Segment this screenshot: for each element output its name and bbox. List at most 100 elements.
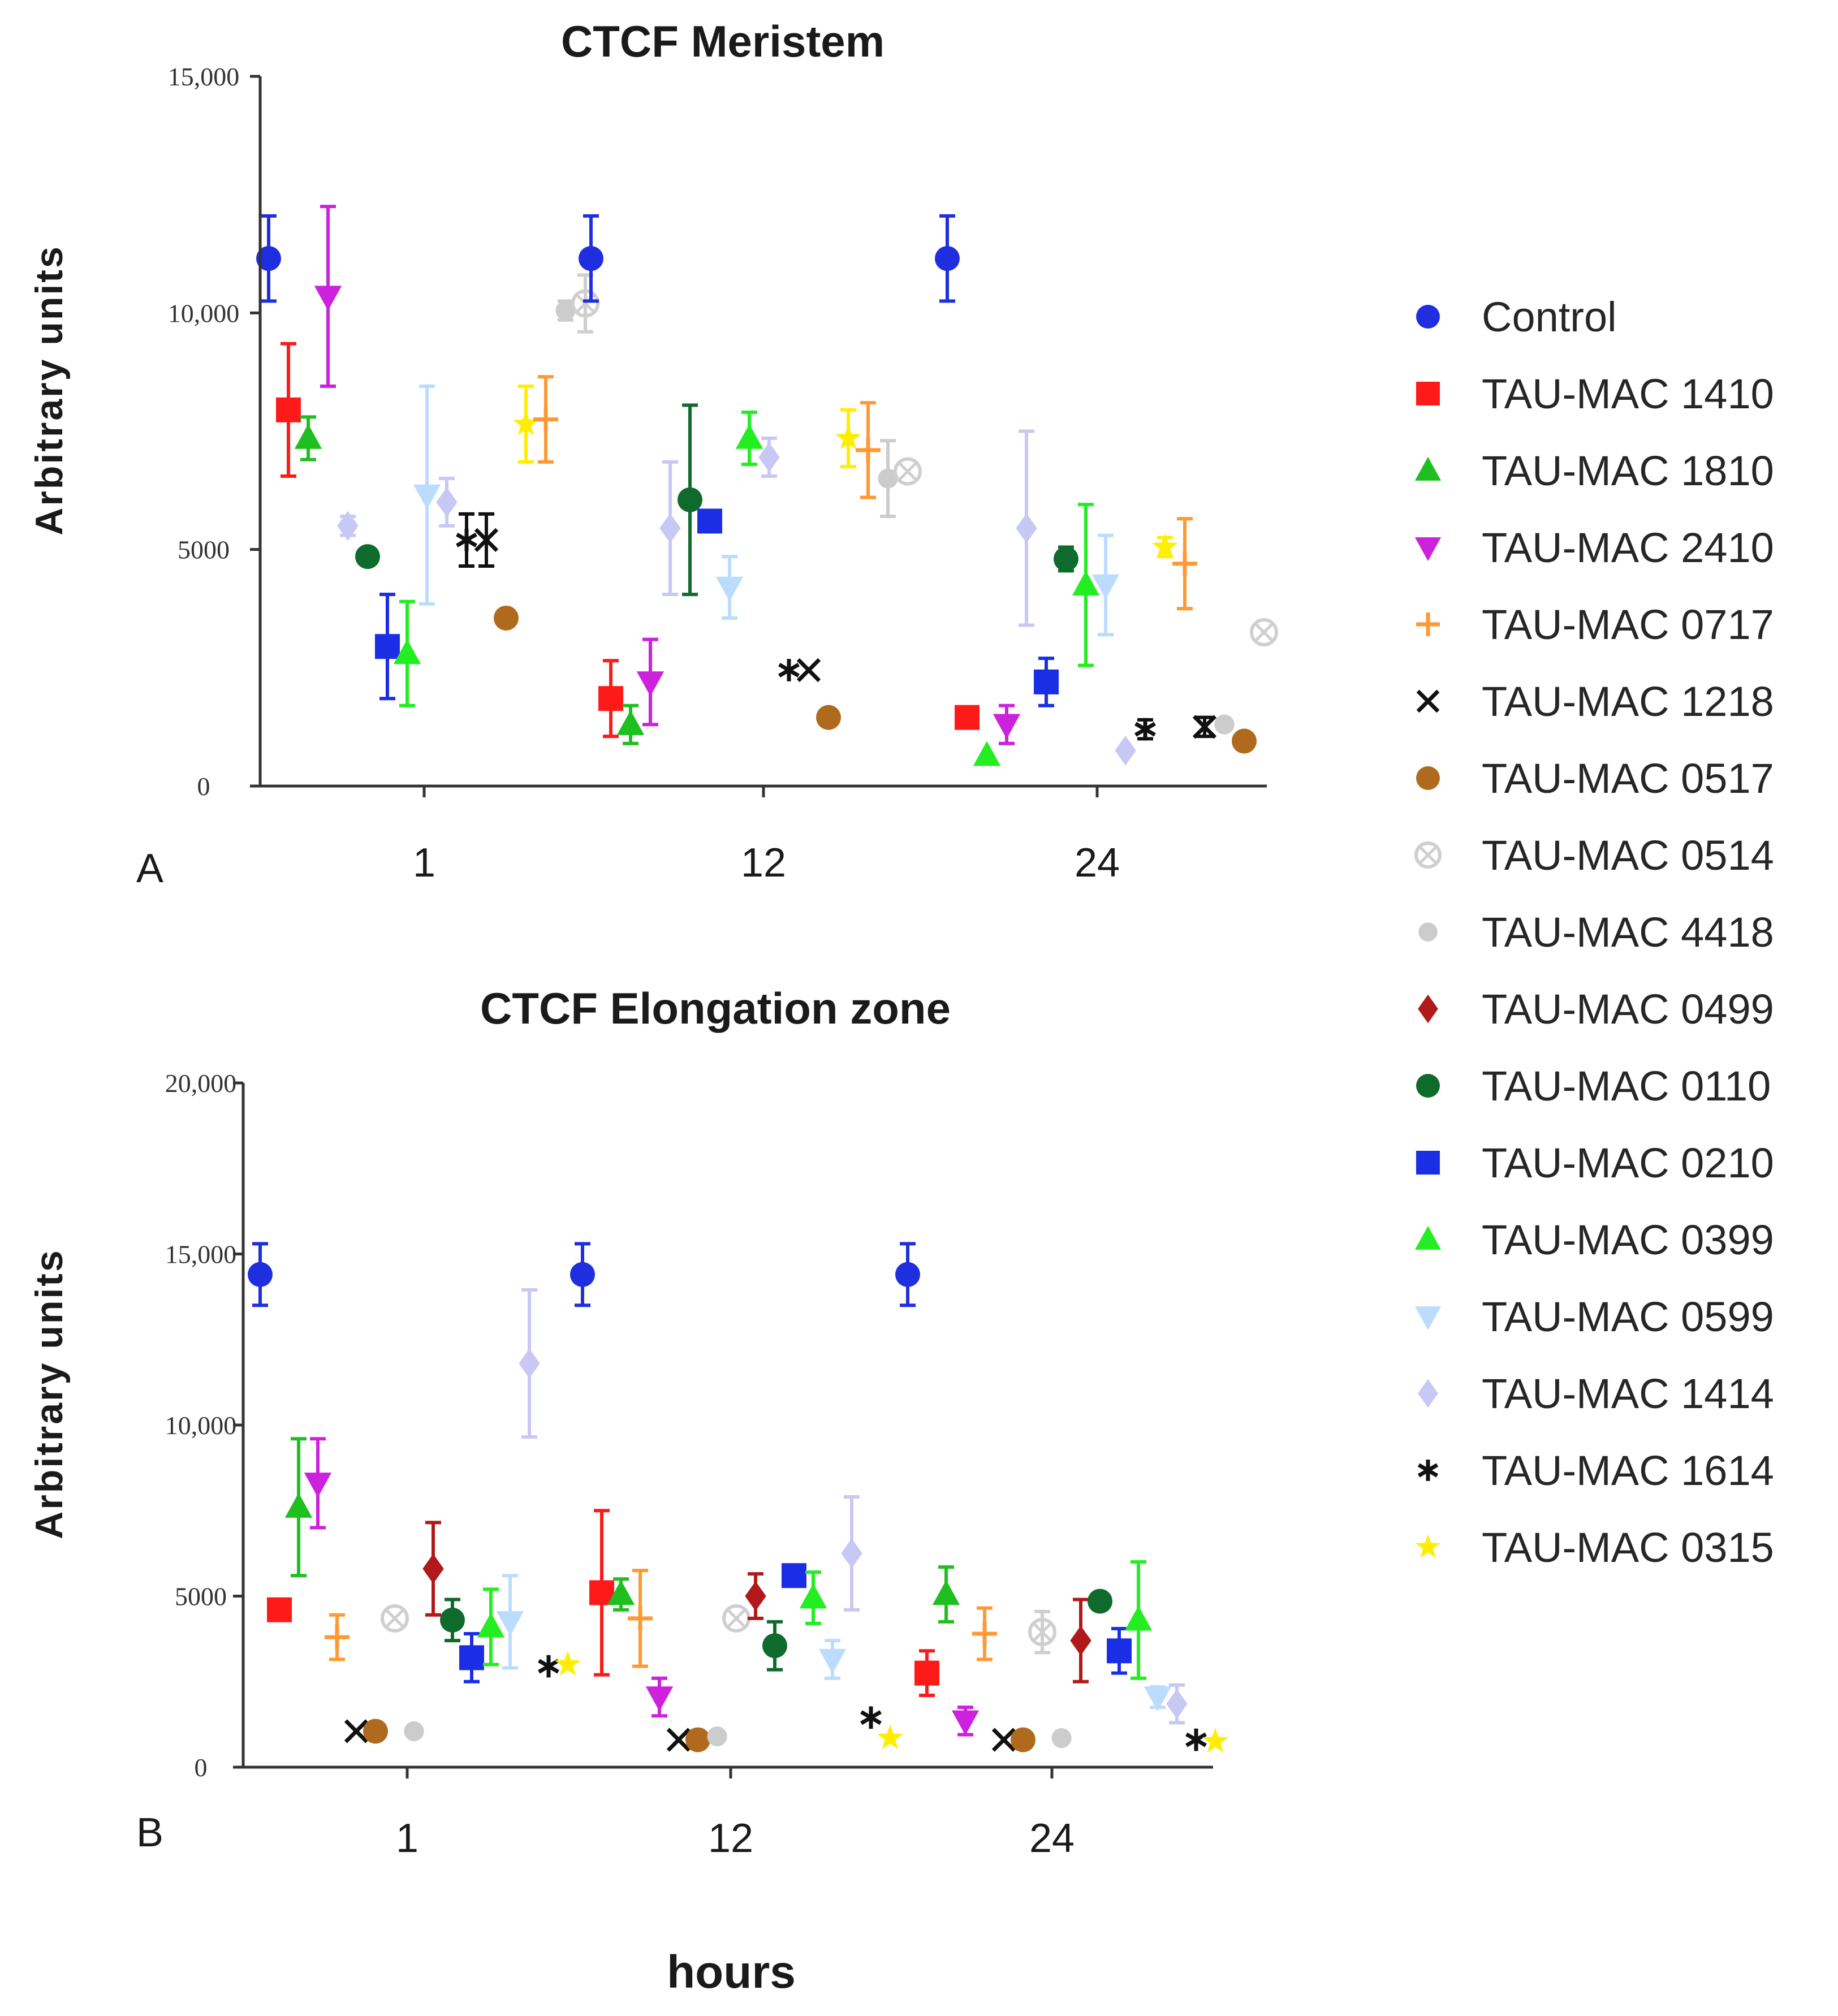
panel-a-point-tau-mac-1614 — [1134, 718, 1156, 741]
panel-b-marker — [1070, 1625, 1091, 1656]
panel-b-marker — [304, 1473, 332, 1498]
legend-marker — [1416, 1074, 1440, 1098]
panel-a-marker — [1054, 546, 1078, 572]
panel-a-point-tau-mac-1218 — [1192, 715, 1217, 739]
panel-a-marker — [1091, 574, 1120, 599]
panel-b-marker — [404, 1721, 424, 1742]
panel-b-point-tau-mac-0517 — [1011, 1727, 1036, 1752]
panel-b-marker — [745, 1581, 766, 1611]
panel-b-chart: CTCF Elongation zone Arbitrary units 0 50… — [28, 983, 1228, 1861]
panel-b-x-tick-label: 24 — [1029, 1816, 1075, 1861]
panel-b-point-tau-mac-0210 — [1107, 1626, 1132, 1675]
panel-a-point-tau-mac-1410 — [955, 705, 980, 730]
panel-b-point-tau-mac-1810 — [607, 1577, 635, 1612]
panel-b-point-tau-mac-4418 — [1051, 1728, 1072, 1749]
panel-b-point-tau-mac-1410 — [267, 1597, 292, 1622]
panel-a-x-tick-label: 1 — [413, 840, 435, 886]
panel-a-marker — [697, 508, 722, 534]
panel-b-marker — [860, 1706, 882, 1729]
legend-marker — [1416, 305, 1440, 329]
legend-item-tau-mac-0599: TAU-MAC 0599 — [1414, 1293, 1774, 1340]
panel-a-point-control — [579, 214, 603, 303]
panel-a-point-tau-mac-0399 — [735, 411, 763, 467]
panel-b-point-tau-mac-1218 — [991, 1728, 1016, 1752]
legend-item-tau-mac-1614: TAU-MAC 1614 — [1417, 1447, 1774, 1494]
panel-a-point-tau-mac-1414 — [1016, 429, 1037, 627]
legend-item-tau-mac-0514: TAU-MAC 0514 — [1414, 832, 1774, 879]
panel-b-marker — [707, 1726, 727, 1747]
panel-b-marker — [1088, 1588, 1112, 1614]
panel-a-title: CTCF Meristem — [561, 16, 885, 66]
panel-b-point-tau-mac-1810 — [932, 1565, 960, 1624]
panel-a-point-tau-mac-4418 — [878, 439, 898, 519]
panel-a-marker — [513, 410, 539, 435]
legend-label: TAU-MAC 1218 — [1482, 678, 1774, 725]
panel-a-marker — [856, 437, 881, 463]
panel-b-point-tau-mac-0110 — [440, 1598, 465, 1643]
legend-marker — [1416, 1534, 1440, 1558]
legend-marker — [1416, 766, 1440, 790]
legend-marker — [1416, 689, 1440, 713]
panel-a-point-tau-mac-1614 — [456, 512, 477, 568]
panel-b-point-tau-mac-0399 — [799, 1570, 827, 1625]
panel-a-marker — [993, 714, 1021, 739]
legend-marker — [1416, 382, 1440, 405]
panel-b-y-tick-label: 15,000 — [165, 1240, 237, 1269]
legend-label: TAU-MAC 4418 — [1482, 909, 1774, 956]
panel-a-data-marks — [256, 205, 1278, 766]
panel-b-point-tau-mac-2410 — [951, 1706, 980, 1737]
panel-a-marker — [579, 246, 603, 271]
panel-a-marker — [456, 529, 477, 551]
panel-a-point-tau-mac-0315 — [835, 408, 861, 469]
panel-a-marker — [796, 658, 821, 683]
legend-item-tau-mac-0399: TAU-MAC 0399 — [1414, 1216, 1774, 1263]
panel-a-point-tau-mac-1218 — [474, 512, 499, 568]
panel-b-marker — [555, 1651, 581, 1676]
legend-marker — [1416, 1151, 1440, 1175]
panel-b-point-control — [570, 1242, 595, 1307]
panel-a-marker — [735, 424, 763, 449]
panel-b-marker — [1028, 1618, 1056, 1647]
panel-b-marker — [538, 1655, 559, 1678]
panel-a-marker — [616, 710, 645, 735]
legend-label: TAU-MAC 1614 — [1482, 1447, 1774, 1494]
panel-a-marker — [474, 528, 499, 552]
panel-b-data-marks — [248, 1242, 1228, 1753]
panel-b-marker — [841, 1538, 862, 1569]
panel-a-y-tick-label: 5000 — [178, 536, 230, 564]
legend-item-tau-mac-1410: TAU-MAC 1410 — [1416, 370, 1774, 417]
panel-a-point-tau-mac-1414 — [758, 437, 780, 478]
panel-b-marker — [1202, 1728, 1228, 1753]
panel-a-marker — [955, 705, 980, 730]
legend-label: TAU-MAC 2410 — [1482, 524, 1774, 571]
panel-b-point-tau-mac-1218 — [666, 1728, 691, 1752]
legend-marker — [1414, 456, 1442, 481]
panel-b-marker — [1144, 1686, 1172, 1712]
legend-label: TAU-MAC 0210 — [1482, 1139, 1774, 1186]
legend-marker — [1418, 1379, 1438, 1408]
legend-label: TAU-MAC 1810 — [1482, 447, 1774, 494]
legend-label: Control — [1482, 293, 1617, 340]
panel-b-point-tau-mac-2410 — [645, 1676, 674, 1718]
panel-a-point-tau-mac-0517 — [1232, 728, 1257, 754]
panel-b-point-tau-mac-0514 — [1028, 1609, 1056, 1655]
panel-b-point-tau-mac-0514 — [381, 1604, 409, 1633]
panel-a-marker — [337, 511, 359, 541]
panel-b-point-tau-mac-0599 — [496, 1574, 524, 1670]
panel-b-marker — [645, 1686, 674, 1712]
panel-a-marker — [1152, 533, 1178, 559]
panel-a-point-tau-mac-2410 — [314, 205, 342, 388]
panel-b-point-tau-mac-1810 — [284, 1437, 313, 1578]
panel-a-y-tick-label: 15,000 — [168, 62, 240, 91]
panel-a-point-tau-mac-1810 — [616, 703, 645, 745]
panel-a-marker — [659, 513, 681, 543]
panel-b-marker — [496, 1611, 524, 1637]
legend-item-control: Control — [1416, 293, 1617, 340]
panel-b-point-tau-mac-1614 — [538, 1655, 559, 1678]
panel-a-axes — [258, 76, 1267, 788]
panel-a-point-tau-mac-0315 — [1152, 533, 1178, 559]
panel-a-marker — [294, 424, 322, 449]
panel-a-y-ticks: 0 5000 10,000 15,000 — [168, 62, 260, 801]
panel-a-point-tau-mac-0110 — [355, 544, 380, 569]
panel-b-y-ticks: 0 5000 10,000 15,000 20,000 — [165, 1069, 243, 1782]
